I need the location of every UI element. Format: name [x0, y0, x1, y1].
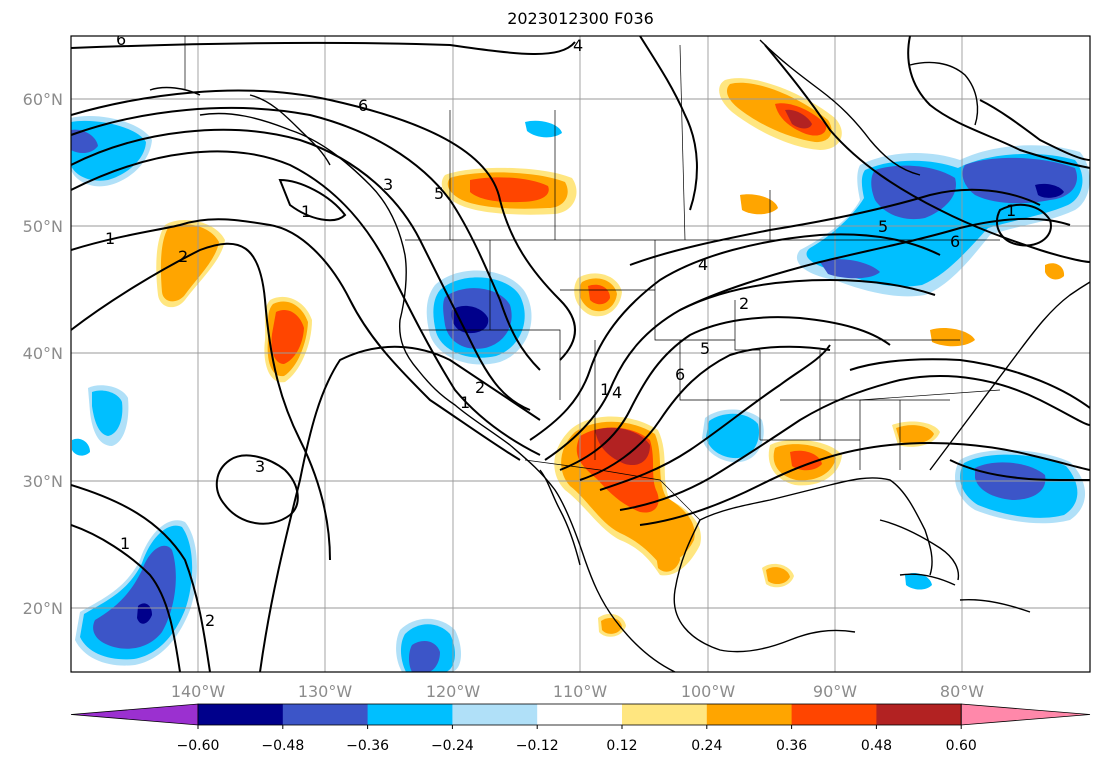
colorbar-frame [197, 703, 962, 726]
colorbar-tick-label: −0.60 [177, 738, 220, 754]
contour-label: 2 [178, 247, 188, 266]
contour-label: 3 [255, 457, 265, 476]
contour-label: 1 [600, 380, 610, 399]
lon-label: 140°W [171, 682, 226, 701]
colorbar-segment [791, 704, 877, 725]
contour-lines [71, 36, 1090, 672]
lat-label: 60°N [23, 90, 63, 109]
colorbar-tick-label: 0.36 [776, 738, 807, 754]
colorbar-segment [367, 704, 453, 725]
lon-label: 100°W [681, 682, 736, 701]
graticule [71, 36, 1090, 672]
colorbar-segment [282, 704, 369, 725]
contour-label: 6 [358, 96, 368, 115]
contour-label: 1 [120, 534, 130, 553]
coastlines [149, 39, 1090, 672]
colorbar-tick-label: 0.24 [691, 738, 722, 754]
colorbar-tick-label: −0.48 [261, 738, 304, 754]
contour-label: 3 [383, 175, 393, 194]
colorbar-extension-max [960, 703, 1091, 726]
contour-label: 2 [475, 378, 485, 397]
lon-label: 120°W [426, 682, 481, 701]
lon-label: 80°W [940, 682, 984, 701]
contour-label: 6 [950, 232, 960, 251]
colorbar-segment [622, 704, 708, 725]
contour-label: 1 [460, 393, 470, 412]
colorbar-tick-label: 0.48 [861, 738, 892, 754]
contour-label: 4 [698, 255, 708, 274]
colorbar-tick-label: −0.12 [516, 738, 559, 754]
lon-label: 90°W [813, 682, 857, 701]
contour-label: 4 [612, 383, 622, 402]
colorbar: −0.60 −0.48 −0.36 −0.24 −0.12 0.12 0.24 0.36 0.4… [70, 703, 1091, 754]
shaded-anomalies [71, 78, 1090, 672]
lon-label: 130°W [298, 682, 353, 701]
contour-label: 1 [301, 202, 311, 221]
map-frame [70, 35, 1091, 673]
latitude-labels: 60°N 50°N 40°N 30°N 20°N [23, 90, 63, 618]
colorbar-segment [198, 704, 284, 725]
colorbar-segment [537, 704, 623, 725]
lat-label: 40°N [23, 344, 63, 363]
colorbar-extension-min [70, 703, 199, 726]
contour-label: 1 [1006, 201, 1016, 220]
lat-label: 20°N [23, 599, 63, 618]
figure-title: 2023012300 F036 [507, 9, 654, 28]
colorbar-segment [706, 704, 793, 725]
colorbar-tick-label: 0.12 [606, 738, 637, 754]
colorbar-tick-label: −0.36 [346, 738, 389, 754]
contour-label: 6 [116, 30, 126, 49]
colorbar-tick-label: −0.24 [431, 738, 474, 754]
contour-label: 5 [700, 339, 710, 358]
lat-label: 50°N [23, 217, 63, 236]
contour-label: 5 [434, 184, 444, 203]
contour-label: 5 [878, 217, 888, 236]
colorbar-segment [452, 704, 538, 725]
contour-label: 2 [205, 611, 215, 630]
lon-label: 110°W [553, 682, 608, 701]
contour-label: 1 [105, 229, 115, 248]
contour-labels: 6 4 6 3 5 1 1 2 1 2 1 3 1 2 4 2 5 6 4 5 … [105, 30, 1016, 630]
lat-label: 30°N [23, 472, 63, 491]
colorbar-segment [876, 704, 962, 725]
contour-label: 4 [573, 36, 583, 55]
contour-label: 2 [739, 294, 749, 313]
map-area [71, 36, 1090, 672]
colorbar-tick-label: 0.60 [946, 738, 977, 754]
longitude-labels: 140°W 130°W 120°W 110°W 100°W 90°W 80°W [171, 682, 984, 701]
contour-label: 6 [675, 365, 685, 384]
